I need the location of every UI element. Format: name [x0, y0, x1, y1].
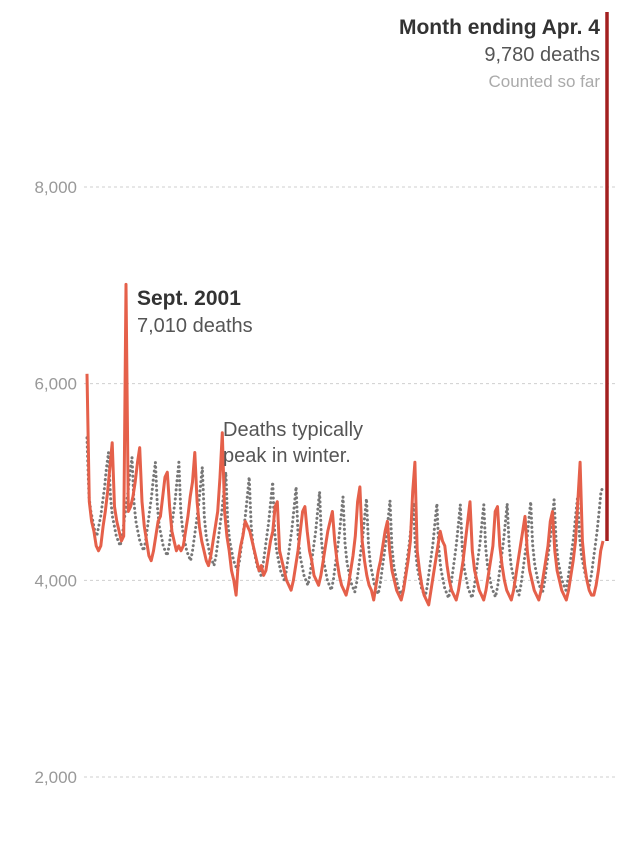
- annotation-sept-2001: Sept. 2001 7,010 deaths: [137, 287, 253, 337]
- annotation-winter-line1: Deaths typically: [223, 419, 363, 441]
- y-tick-label: 8,000: [34, 178, 77, 197]
- y-tick-label: 4,000: [34, 571, 77, 590]
- series-line-actual: [85, 282, 605, 607]
- y-tick-label: 2,000: [34, 768, 77, 787]
- annotation-winter: Deaths typically peak in winter.: [223, 419, 363, 467]
- y-axis-ticks: 2,000 4,000 6,000 8,000: [34, 178, 77, 787]
- series-lines: [85, 12, 609, 607]
- annotation-current-value: 9,780 deaths: [484, 44, 600, 66]
- annotation-current-title: Month ending Apr. 4: [399, 16, 600, 39]
- annotation-winter-line2: peak in winter.: [223, 445, 351, 467]
- annotation-current-note: Counted so far: [488, 72, 600, 91]
- series-line-expected: [85, 436, 605, 600]
- annotation-sept-title: Sept. 2001: [137, 287, 241, 310]
- annotation-sept-value: 7,010 deaths: [137, 315, 253, 337]
- annotation-current-month: Month ending Apr. 4 9,780 deaths Counted…: [399, 16, 600, 91]
- y-tick-label: 6,000: [34, 375, 77, 394]
